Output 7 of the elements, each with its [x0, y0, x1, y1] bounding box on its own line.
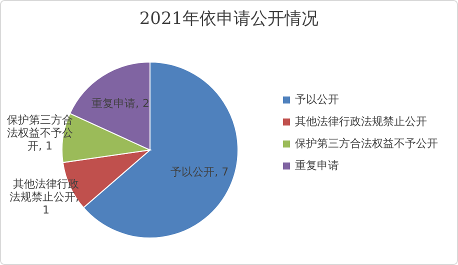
legend-label: 其他法律行政法规禁止公开 — [295, 115, 427, 128]
legend-label: 保护第三方合法权益不予公开 — [295, 137, 438, 150]
legend-label: 重复申请 — [295, 159, 339, 172]
chart-title: 2021年依申请公开情况 — [139, 9, 319, 29]
data-label: 予以公开, 7 — [170, 166, 229, 179]
data-label: 重复申请, 2 — [92, 97, 150, 110]
legend-label: 予以公开 — [295, 93, 339, 106]
